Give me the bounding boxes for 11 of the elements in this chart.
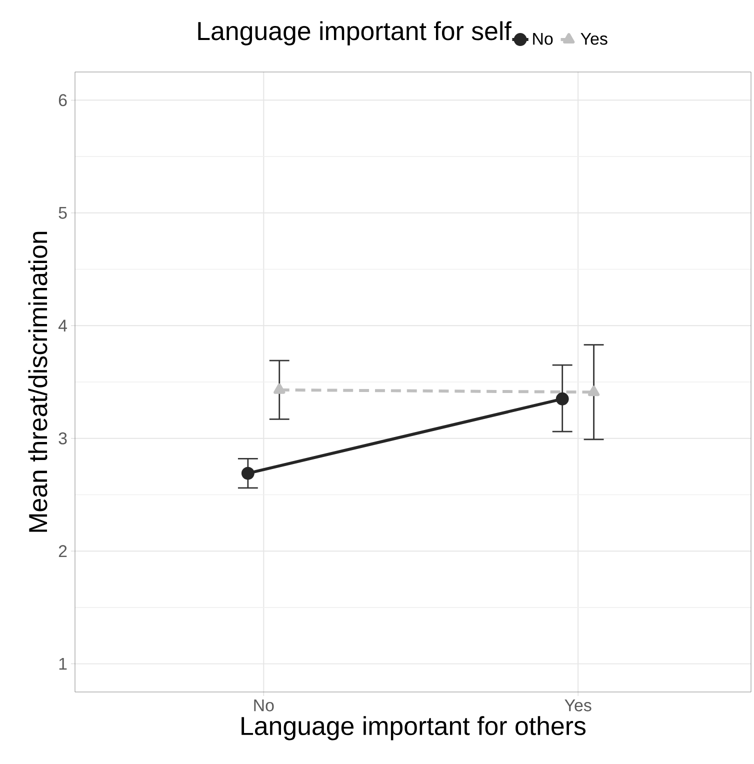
- y-tick-label: 1: [59, 658, 67, 670]
- legend-label: No: [533, 32, 553, 45]
- y-axis-title: Mean threat/discrimination: [28, 232, 48, 532]
- y-tick-label: 4: [58, 320, 67, 332]
- x-axis-title: Language important for others: [242, 716, 586, 740]
- y-tick-label: 5: [58, 206, 67, 219]
- y-tick-label: 6: [58, 94, 67, 106]
- y-tick-label: 2: [58, 545, 67, 557]
- legend-label: Yes: [580, 32, 608, 45]
- y-tick-label: 3: [58, 432, 67, 444]
- legend-title: Language important for self: [198, 21, 512, 46]
